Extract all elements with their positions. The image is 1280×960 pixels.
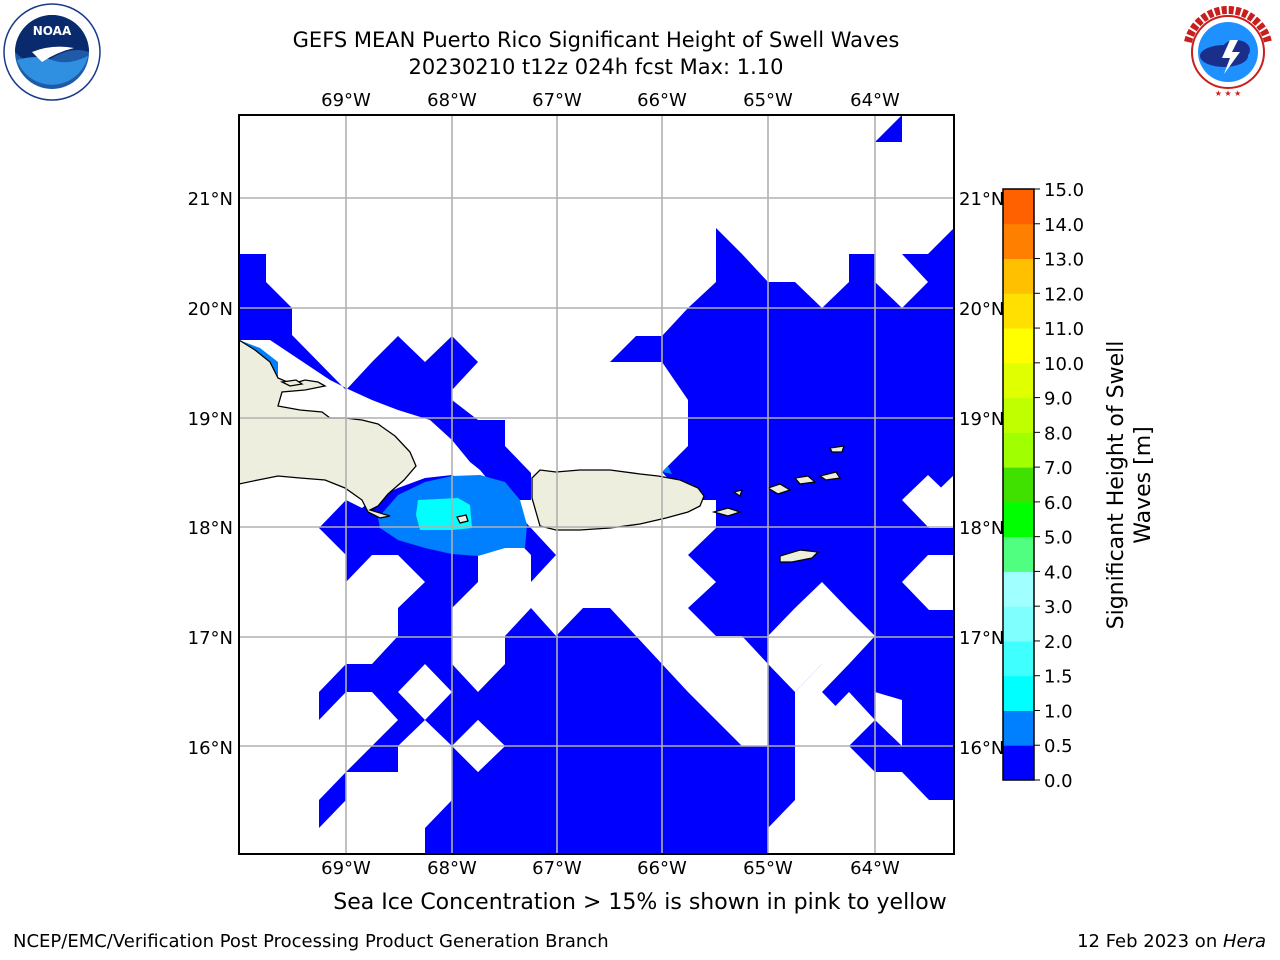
colorbar-tick-label: 9.0 bbox=[1044, 389, 1073, 410]
colorbar-cell bbox=[1003, 189, 1034, 225]
colorbar-tick-label: 7.0 bbox=[1044, 458, 1073, 479]
colorbar-cell bbox=[1003, 258, 1034, 294]
footer-host: Hera bbox=[1222, 931, 1266, 952]
svg-text:★ ★ ★: ★ ★ ★ bbox=[1215, 89, 1242, 98]
lon-tick-bottom: 65°W bbox=[743, 858, 793, 879]
noaa-logo-text: NOAA bbox=[33, 24, 72, 38]
virgin-gorda bbox=[818, 471, 842, 481]
colorbar-tick-label: 0.5 bbox=[1044, 736, 1073, 757]
colorbar-cell bbox=[1003, 223, 1034, 260]
colorbar-cell bbox=[1003, 467, 1034, 503]
colorbar-cell bbox=[1003, 606, 1034, 642]
lon-ticks-bottom: 69°W 68°W 67°W 66°W 65°W 64°W bbox=[321, 858, 900, 879]
colorbar-cell bbox=[1003, 397, 1034, 433]
colorbar-cell bbox=[1003, 432, 1034, 468]
lon-tick-top: 64°W bbox=[850, 90, 900, 111]
lon-tick-bottom: 67°W bbox=[532, 858, 582, 879]
map-grid bbox=[239, 115, 954, 854]
swell-fill-1.0-1.5 bbox=[416, 498, 472, 530]
map-title: GEFS MEAN Puerto Rico Significant Height… bbox=[292, 28, 900, 52]
footer-date: 12 Feb 2023 on Hera bbox=[1077, 931, 1266, 952]
footer-credit: NCEP/EMC/Verification Post Processing Pr… bbox=[13, 931, 609, 952]
lat-tick-right: 16°N bbox=[959, 738, 1004, 759]
tick-labels: 69°W 68°W 67°W 66°W 65°W 64°W 69°W 68°W … bbox=[188, 90, 1005, 879]
colorbar-cell bbox=[1003, 328, 1034, 364]
hispaniola bbox=[239, 339, 417, 519]
nws-logo: ★ ★ ★ bbox=[1181, 5, 1275, 99]
colorbar-cell bbox=[1003, 571, 1034, 607]
st-croix bbox=[779, 549, 820, 563]
lon-tick-top: 66°W bbox=[637, 90, 687, 111]
lat-tick-right: 20°N bbox=[959, 299, 1004, 320]
colorbar-tick-label: 8.0 bbox=[1044, 423, 1073, 444]
colorbar-tick-label: 2.0 bbox=[1044, 632, 1073, 653]
map-frame bbox=[238, 114, 955, 855]
footer-date-text: 12 Feb 2023 on bbox=[1077, 931, 1223, 952]
swell-region-east bbox=[610, 228, 954, 800]
colorbar-tick-label: 15.0 bbox=[1044, 180, 1084, 201]
colorbar-tick-label: 0.0 bbox=[1044, 771, 1073, 792]
lat-tick-left: 19°N bbox=[188, 409, 233, 430]
culebra bbox=[732, 489, 743, 498]
colorbar-cell bbox=[1003, 745, 1034, 781]
lon-tick-top: 65°W bbox=[743, 90, 793, 111]
lon-tick-bottom: 68°W bbox=[427, 858, 477, 879]
lon-tick-bottom: 66°W bbox=[637, 858, 687, 879]
colorbar-tick-label: 1.0 bbox=[1044, 701, 1073, 722]
lon-tick-top: 69°W bbox=[321, 90, 371, 111]
colorbar-frame bbox=[1002, 188, 1035, 781]
colorbar-ticks: 0.0 0.5 1.0 1.5 2.0 3.0 4.0 5.0 6.0 7.0 8.0 9.0 10.0… bbox=[1034, 180, 1084, 792]
lon-tick-bottom: 64°W bbox=[850, 858, 900, 879]
lat-tick-left: 21°N bbox=[188, 189, 233, 210]
lon-ticks-top: 69°W 68°W 67°W 66°W 65°W 64°W bbox=[321, 90, 900, 111]
lat-tick-left: 18°N bbox=[188, 518, 233, 539]
colorbar-cell bbox=[1003, 501, 1034, 538]
vieques bbox=[711, 507, 743, 517]
colorbar-cell bbox=[1003, 362, 1034, 399]
colorbar-tick-label: 11.0 bbox=[1044, 319, 1084, 340]
lat-tick-left: 20°N bbox=[188, 299, 233, 320]
colorbar-tick-label: 5.0 bbox=[1044, 528, 1073, 549]
colorbar-cell bbox=[1003, 293, 1034, 329]
lat-ticks-right: 16°N 17°N 18°N 19°N 20°N 21°N bbox=[959, 189, 1004, 759]
sea-ice-caption: Sea Ice Concentration > 15% is shown in … bbox=[333, 890, 947, 915]
swell-region-northeast-corner bbox=[875, 115, 902, 142]
colorbar-cell bbox=[1003, 640, 1034, 677]
map-subtitle: 20230210 t12z 024h fcst Max: 1.10 bbox=[408, 55, 784, 79]
colorbar-cell bbox=[1003, 710, 1034, 746]
colorbar-tick-label: 3.0 bbox=[1044, 597, 1073, 618]
colorbar-tick-label: 10.0 bbox=[1044, 354, 1084, 375]
noaa-logo: NOAA bbox=[3, 3, 101, 101]
map-plot-area bbox=[239, 115, 954, 854]
colorbar-tick-label: 13.0 bbox=[1044, 250, 1084, 271]
lat-ticks-left: 16°N 17°N 18°N 19°N 20°N 21°N bbox=[188, 189, 233, 759]
lon-tick-top: 67°W bbox=[532, 90, 582, 111]
lon-tick-bottom: 69°W bbox=[321, 858, 371, 879]
lat-tick-right: 19°N bbox=[959, 409, 1004, 430]
swell-fill-0.5-1.0-pr bbox=[662, 466, 672, 474]
mona-island bbox=[456, 514, 469, 524]
colorbar-tick-label: 6.0 bbox=[1044, 493, 1073, 514]
colorbar-tick-label: 1.5 bbox=[1044, 667, 1073, 688]
tortola bbox=[793, 475, 817, 485]
colorbar-tick-label: 12.0 bbox=[1044, 284, 1084, 305]
colorbar-cell bbox=[1003, 675, 1034, 711]
colorbar bbox=[1002, 188, 1035, 781]
lon-tick-top: 68°W bbox=[427, 90, 477, 111]
colorbar-label: Significant Height of Swell Waves [m] bbox=[1104, 340, 1156, 630]
lat-tick-right: 17°N bbox=[959, 628, 1004, 649]
lat-tick-left: 16°N bbox=[188, 738, 233, 759]
lat-tick-right: 21°N bbox=[959, 189, 1004, 210]
colorbar-tick-label: 14.0 bbox=[1044, 215, 1084, 236]
land bbox=[239, 339, 845, 563]
colorbar-cell bbox=[1003, 536, 1034, 572]
lat-tick-left: 17°N bbox=[188, 628, 233, 649]
anegada bbox=[829, 445, 845, 453]
st-thomas bbox=[766, 483, 792, 495]
tortuga-island bbox=[279, 379, 304, 387]
lat-tick-right: 18°N bbox=[959, 518, 1004, 539]
colorbar-tick-label: 4.0 bbox=[1044, 562, 1073, 583]
